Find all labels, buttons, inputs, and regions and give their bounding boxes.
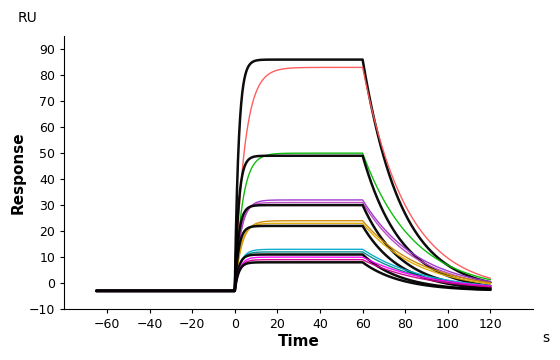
Text: RU: RU xyxy=(17,11,37,25)
Text: s: s xyxy=(543,331,549,345)
Y-axis label: Response: Response xyxy=(11,131,26,214)
X-axis label: Time: Time xyxy=(278,334,320,349)
